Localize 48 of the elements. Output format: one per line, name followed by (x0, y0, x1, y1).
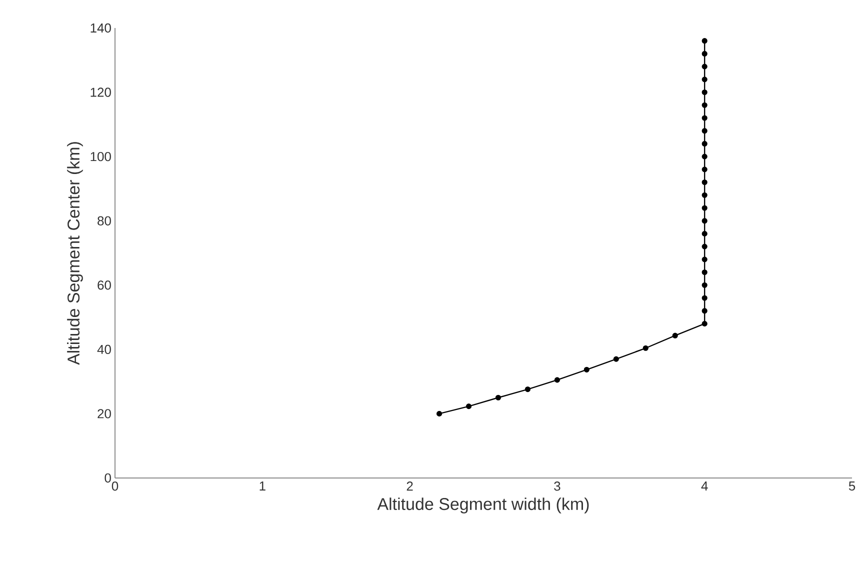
y-tick-label: 120 (90, 88, 111, 97)
point (702, 64, 708, 70)
point (702, 76, 708, 82)
point (702, 154, 708, 160)
point (702, 115, 708, 121)
point (702, 320, 708, 327)
y-tick-label: 100 (90, 152, 111, 162)
point (702, 166, 708, 172)
point (672, 332, 678, 338)
y-tick-label: 60 (98, 280, 111, 290)
point (702, 89, 708, 96)
point (702, 102, 708, 108)
point (436, 410, 442, 416)
point (702, 295, 708, 301)
point (702, 269, 708, 276)
point (524, 386, 531, 392)
x-axis-title: Altitude Segment width (km) (377, 498, 589, 514)
point (495, 394, 502, 400)
point (702, 179, 708, 186)
y-tick-label: 20 (98, 409, 111, 418)
x-tick-label: 3 (554, 482, 560, 491)
point (642, 345, 648, 351)
y-tick-label: 40 (97, 344, 111, 354)
x-tick-label: 4 (701, 482, 708, 490)
point (702, 256, 708, 262)
point (702, 128, 708, 134)
point (554, 377, 560, 383)
point (702, 230, 708, 237)
point (702, 282, 708, 288)
x-tick-label: 2 (406, 482, 413, 491)
y-tick-label: 140 (90, 23, 111, 33)
x-tick-label: 0 (112, 482, 118, 491)
point (702, 140, 708, 147)
point (702, 218, 708, 224)
y-axis-title: Altitude Segment Center (km) (67, 142, 83, 365)
point (702, 205, 708, 211)
point (466, 404, 472, 410)
point (702, 244, 708, 250)
x-tick-label: 1 (260, 482, 266, 490)
point (702, 50, 708, 57)
point (702, 308, 708, 314)
y-tick-label: 80 (98, 216, 111, 226)
point (702, 192, 708, 198)
point (584, 366, 590, 372)
point (613, 356, 619, 362)
y-tick-label: 0 (104, 473, 111, 483)
x-tick-label: 5 (848, 482, 856, 491)
point (702, 38, 708, 44)
